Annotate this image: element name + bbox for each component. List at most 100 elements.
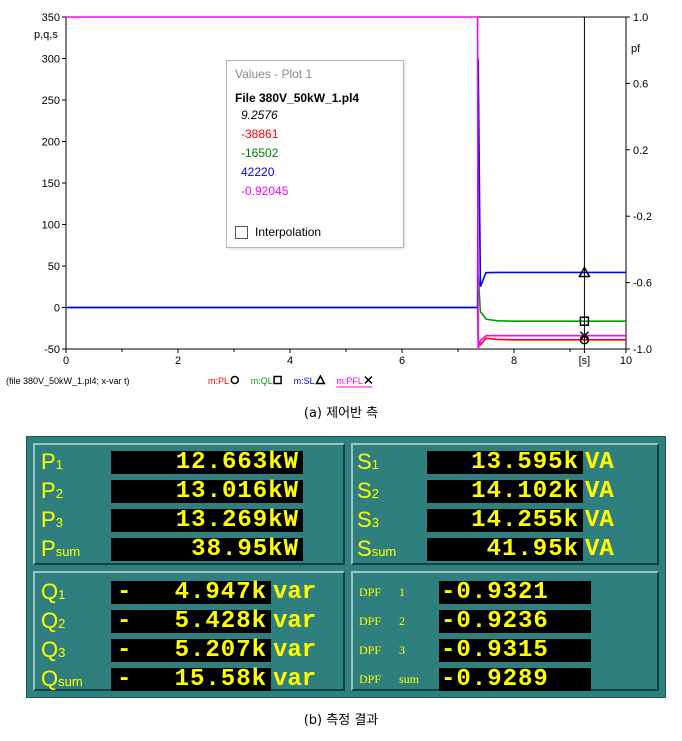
power-label: P2 [41, 478, 111, 504]
power-number: 13.016kW [175, 477, 299, 505]
value-time: 9.2576 [241, 108, 278, 122]
power-number: 12.663kW [175, 448, 299, 476]
apparent-value: 14.255k [427, 507, 583, 534]
legend-marker-x [364, 375, 373, 385]
dpf-value: -0.9321 [439, 579, 591, 606]
reactive-number: 5.428k [174, 607, 267, 635]
reactive-number: 5.207k [174, 636, 267, 664]
x-tick-label: 4 [287, 355, 293, 367]
x-tick-label: [s] [579, 355, 591, 367]
power-row: Psum 38.95kW [41, 536, 303, 563]
reactive-sign: - [117, 636, 133, 664]
x-tick-label: 2 [175, 355, 181, 367]
x-tick-label: 8 [511, 355, 517, 367]
reactive-sign: - [117, 578, 133, 606]
reactive-label-sub: 1 [58, 587, 66, 602]
y-right-tick-label: -0.6 [633, 278, 652, 290]
apparent-value: 14.102k [427, 478, 583, 505]
dpf-row: DPF 2 -0.9236 [359, 608, 591, 635]
power-label-letter: P [41, 507, 56, 532]
dpf-value: -0.9289 [439, 665, 591, 693]
power-row: P2 13.016kW [41, 477, 303, 505]
reactive-value: - 5.428k [111, 607, 271, 635]
dpf-row: DPF 3 -0.9315 [359, 636, 591, 664]
reactive-value: - 4.947k [111, 578, 271, 606]
apparent-label: S2 [357, 478, 427, 504]
reactive-label-sub: sum [58, 674, 83, 689]
y-right-tick-label: -1.0 [633, 344, 652, 356]
y-right-tick-label: 1.0 [633, 12, 648, 24]
x-tick-label: 10 [620, 355, 632, 367]
value-sl: 42220 [241, 165, 275, 179]
power-block [33, 443, 345, 565]
caption-a: (a) 제어반 측 [303, 406, 379, 421]
dpf-label-sub: 2 [399, 613, 405, 628]
reactive-label: Q2 [41, 608, 111, 634]
reactive-unit: var [273, 578, 317, 606]
apparent-label-letter: S [357, 449, 372, 474]
power-label-sub: 2 [55, 486, 63, 501]
power-label-sub: 3 [55, 515, 63, 530]
apparent-label-sub: sum [371, 544, 397, 559]
dpf-label: DPF sum [359, 672, 439, 687]
values-popup[interactable]: Values - Plot 1 File 380V_50kW_1.pl4 9.2… [226, 60, 404, 248]
apparent-value: 13.595k [427, 449, 583, 476]
reactive-sign: - [117, 665, 133, 693]
reactive-label-letter: Q [41, 666, 59, 691]
reactive-sign: - [117, 607, 133, 635]
y-left-tick-label: 250 [42, 95, 60, 107]
dpf-number: -0.9289 [441, 665, 549, 693]
apparent-unit: VA [585, 506, 614, 534]
legend-entry-m-pfl: m:PFL [336, 376, 363, 386]
interpolation-toggle[interactable]: Interpolation [235, 225, 321, 239]
apparent-value: 41.95k [427, 535, 583, 563]
power-label-letter: P [41, 449, 56, 474]
apparent-label: S1 [357, 449, 427, 475]
values-popup-title: Values - Plot 1 [235, 67, 313, 81]
power-label-sub: sum [55, 544, 81, 559]
legend-entry-m-pl: m:PL [208, 376, 229, 386]
power-label: Psum [41, 536, 111, 562]
reactive-row: Q1 -4.947k var [41, 578, 317, 606]
power-value: 38.95kW [111, 536, 303, 563]
dpf-number: -0.9315 [441, 636, 549, 664]
dpf-label: DPF 3 [359, 643, 439, 658]
dpf-value: -0.9315 [439, 636, 591, 664]
apparent-row: S2 14.102k VA [357, 478, 614, 505]
reactive-unit: var [273, 636, 317, 664]
power-row: P1 12.663kW [41, 448, 303, 476]
apparent-label-sub: 3 [371, 515, 379, 530]
apparent-row: S3 14.255k VA [357, 506, 614, 534]
apparent-label-letter: S [357, 478, 372, 503]
dpf-label-sub: 1 [399, 584, 405, 599]
apparent-label-letter: S [357, 507, 372, 532]
apparent-label-sub: 1 [371, 457, 379, 472]
interpolation-checkbox[interactable] [235, 225, 248, 239]
dpf-value: -0.9236 [439, 608, 591, 635]
meter-panel: P1 12.663kW P2 13.016kW P3 13.269kW Psum 38.95k… [26, 436, 666, 698]
reactive-row: Q2- 5.428k var [41, 607, 317, 635]
apparent-number: 41.95k [486, 535, 579, 563]
reactive-unit: var [273, 665, 317, 693]
value-ql: -16502 [241, 146, 279, 160]
power-label: P1 [41, 449, 111, 475]
reactive-label: Q3 [41, 637, 111, 663]
reactive-row: Q3- 5.207k var [41, 636, 317, 664]
apparent-label-letter: S [357, 536, 372, 561]
power-value: 13.016kW [111, 477, 303, 505]
apparent-label: S3 [357, 507, 427, 533]
power-value: 13.269kW [111, 506, 303, 534]
marker-square [579, 316, 590, 326]
reactive-label-letter: Q [41, 608, 59, 633]
marker-x [579, 331, 589, 341]
reactive-unit: var [273, 607, 317, 635]
power-label-letter: P [41, 536, 56, 561]
y-left-tick-label: 200 [42, 137, 60, 149]
power-number: 13.269kW [175, 506, 299, 534]
y-left-label: p,q,s [34, 29, 58, 41]
reactive-value: - 15.58k [111, 665, 271, 693]
reactive-row: Qsum -15.58k var [41, 665, 317, 693]
dpf-row: DPF sum -0.9289 [359, 665, 591, 693]
values-popup-file: File 380V_50kW_1.pl4 [235, 91, 360, 105]
reactive-label-letter: Q [41, 579, 59, 604]
